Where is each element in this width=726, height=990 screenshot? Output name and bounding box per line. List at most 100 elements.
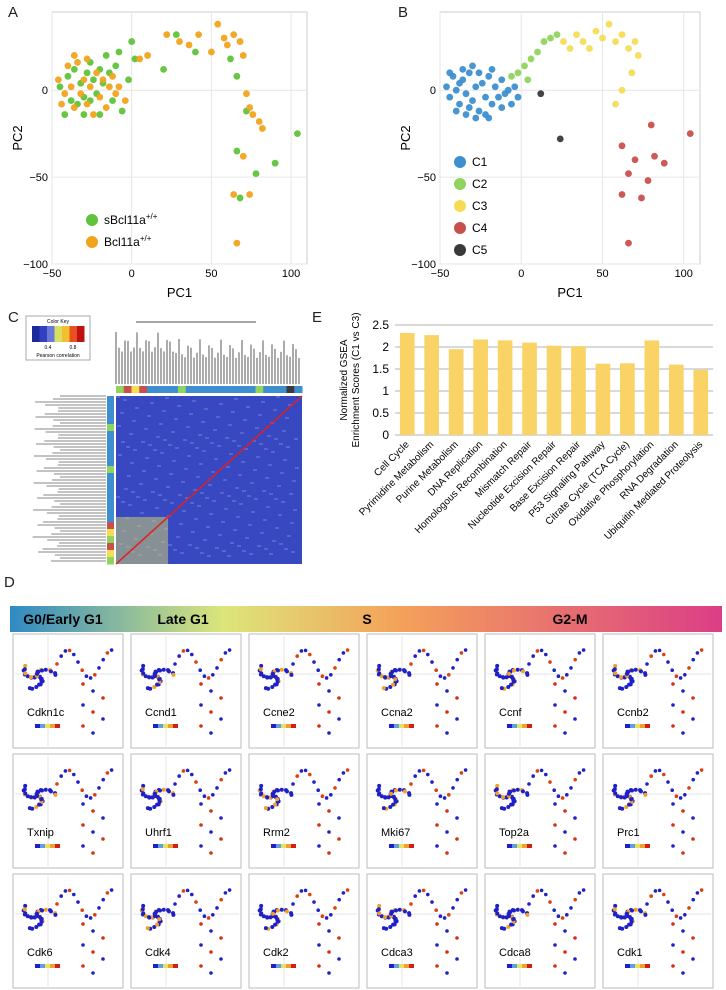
gene-colorbar <box>168 964 173 968</box>
gene-panel <box>366 753 478 869</box>
point <box>48 909 53 914</box>
gene-colorbar <box>517 964 522 968</box>
point <box>553 682 557 686</box>
point <box>263 926 268 931</box>
point <box>48 669 53 674</box>
gene-label: Mki67 <box>381 827 410 839</box>
point <box>657 768 662 773</box>
data-point <box>223 41 231 49</box>
point <box>553 844 557 848</box>
point <box>199 724 203 728</box>
heatmap-noise <box>135 407 139 409</box>
point <box>55 662 59 666</box>
x-tick-label: 0 <box>129 268 135 280</box>
heatmap-diagonal <box>115 395 303 565</box>
point <box>25 674 30 679</box>
data-point <box>105 83 113 91</box>
point <box>426 772 430 777</box>
heatmap-noise <box>275 527 279 529</box>
point <box>627 802 632 807</box>
gene-colorbar <box>404 724 409 728</box>
gene-colorbar <box>394 844 399 848</box>
heatmap-noise <box>260 532 264 534</box>
left-cluster-bar <box>107 466 114 474</box>
bar <box>693 369 709 435</box>
point <box>506 804 511 809</box>
data-point <box>638 194 645 202</box>
heatmap-noise <box>150 402 154 404</box>
heatmap-noise <box>169 473 173 475</box>
gene-colorbar <box>517 844 522 848</box>
point <box>501 795 506 800</box>
point <box>691 777 695 782</box>
data-point <box>102 52 110 59</box>
heatmap-noise <box>288 404 292 406</box>
point <box>681 710 685 714</box>
point <box>565 673 569 677</box>
heatmap-noise <box>145 457 149 459</box>
legend-marker <box>454 200 466 212</box>
heatmap-noise <box>232 440 236 442</box>
data-point <box>80 76 88 84</box>
heatmap-noise <box>162 410 166 412</box>
point <box>687 666 691 670</box>
point <box>63 889 68 893</box>
point <box>501 675 506 680</box>
heatmap-noise <box>259 443 263 445</box>
point <box>202 674 207 679</box>
point <box>81 703 85 707</box>
heatmap-noise <box>123 399 127 401</box>
point <box>612 907 617 912</box>
point <box>166 909 171 914</box>
point <box>645 782 649 786</box>
point <box>553 802 557 806</box>
heatmap-noise <box>242 550 246 552</box>
data-point <box>472 83 480 91</box>
data-point <box>109 97 116 105</box>
point <box>376 907 381 912</box>
point <box>177 774 181 778</box>
point <box>638 789 643 794</box>
point <box>199 943 203 947</box>
point <box>211 673 215 677</box>
heatmap-noise <box>264 448 268 450</box>
gene-panel <box>366 873 478 989</box>
point <box>81 922 85 926</box>
heatmap-noise <box>168 544 172 546</box>
panel-letter-b: B <box>398 4 409 21</box>
point <box>80 788 84 792</box>
gene-colorbar <box>286 724 291 728</box>
point <box>417 889 422 893</box>
point <box>271 911 276 916</box>
data-point <box>485 114 493 122</box>
point <box>29 675 34 680</box>
heatmap-noise <box>210 442 214 444</box>
point <box>629 677 634 682</box>
heatmap-noise <box>212 500 216 502</box>
heatmap-noise <box>117 425 121 427</box>
point <box>499 686 504 691</box>
point <box>22 787 27 792</box>
gene-label: Cdkn1c <box>27 707 65 719</box>
data-point <box>239 52 247 59</box>
bar <box>595 363 611 435</box>
point <box>209 710 213 714</box>
point <box>97 666 101 670</box>
point <box>161 907 166 912</box>
data-point <box>556 135 564 143</box>
point <box>671 802 675 806</box>
data-point <box>80 111 88 118</box>
point <box>426 892 430 897</box>
data-point <box>220 34 228 42</box>
point <box>171 792 176 797</box>
point <box>147 675 152 680</box>
heatmap-noise <box>220 492 224 494</box>
data-point <box>61 111 69 118</box>
point <box>520 669 525 674</box>
gene-label: Ccnf <box>499 707 523 719</box>
point <box>88 676 93 680</box>
point <box>206 916 211 920</box>
data-point <box>246 104 254 111</box>
point <box>671 964 675 968</box>
heatmap-noise <box>279 443 283 445</box>
